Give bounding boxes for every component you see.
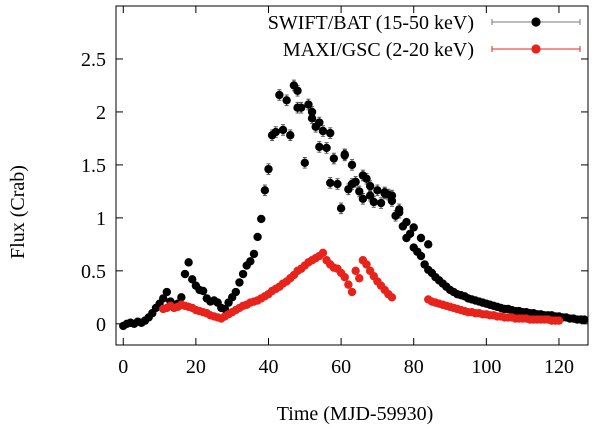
bat-point — [405, 229, 415, 238]
bat-point — [315, 118, 324, 127]
bat-point — [260, 186, 270, 195]
bat-point — [184, 258, 193, 267]
plot-frame — [115, 5, 589, 346]
bat-point — [296, 103, 306, 112]
x-tick-label: 40 — [258, 356, 278, 378]
maxi-point — [387, 293, 397, 302]
bat-point — [249, 249, 259, 259]
bat-point — [395, 205, 404, 214]
y-tick-label: 1.5 — [81, 155, 106, 177]
data-points-layer — [119, 81, 589, 331]
y-axis-label: Flux (Crab) — [7, 165, 29, 259]
maxi-point — [347, 287, 357, 297]
bat-point — [355, 187, 364, 196]
bat-point — [424, 240, 433, 249]
bat-point — [402, 217, 411, 227]
bat-point — [231, 287, 241, 297]
y-tick-label: 0.5 — [81, 261, 106, 283]
maxi-point — [340, 273, 349, 282]
maxi-point — [344, 280, 353, 289]
bat-point — [307, 107, 317, 117]
x-tick-label: 0 — [118, 356, 128, 378]
bat-point — [257, 214, 266, 224]
y-tick-label: 0 — [96, 314, 106, 336]
bat-point — [286, 131, 295, 140]
bat-point — [336, 204, 346, 213]
bat-point — [380, 188, 389, 197]
bat-point — [322, 143, 331, 153]
bat-point — [329, 154, 339, 163]
legend: SWIFT/BAT (15-50 keV) MAXI/GSC (2-20 keV) — [268, 12, 581, 61]
x-tick-label: 80 — [404, 356, 424, 378]
bat-point — [238, 269, 248, 279]
bat-point — [358, 194, 368, 204]
y-tick-label: 2.5 — [81, 49, 106, 71]
legend-label: SWIFT/BAT (15-50 keV) — [268, 12, 474, 34]
maxi-point — [554, 316, 564, 325]
bat-point — [275, 90, 284, 100]
bat-point — [409, 223, 418, 232]
bat-point — [326, 178, 335, 188]
x-tick-label: 100 — [471, 356, 501, 378]
x-tick-label: 60 — [331, 356, 351, 378]
axes-layer: 0 20 40 60 80 100 120 0 0.5 1 1.5 2 2.5 — [81, 5, 589, 378]
bat-point — [376, 198, 386, 208]
maxi-point — [351, 266, 360, 276]
bat-point — [315, 142, 324, 152]
bat-point — [293, 86, 302, 95]
bat-point — [198, 286, 208, 296]
bat-point — [159, 294, 168, 303]
bat-point — [387, 196, 397, 206]
bat-point — [369, 197, 378, 207]
y-tick-label: 2 — [96, 102, 106, 124]
legend-marker — [531, 44, 541, 54]
legend-marker — [531, 17, 541, 27]
bat-point — [180, 269, 190, 279]
x-tick-label: 120 — [544, 356, 574, 378]
maxi-point — [318, 248, 328, 258]
bat-point — [282, 96, 291, 105]
bat-point — [177, 293, 186, 302]
bat-point — [246, 257, 255, 266]
bat-point — [358, 171, 368, 180]
bat-point — [264, 164, 273, 174]
maxi-point — [355, 274, 364, 283]
y-tick-label: 1 — [96, 208, 106, 230]
bat-point — [373, 186, 382, 195]
bat-point — [188, 275, 197, 284]
bat-point — [351, 177, 360, 187]
bat-point — [365, 191, 375, 200]
bat-point — [347, 160, 357, 170]
x-axis-label: Time (MJD-59930) — [277, 403, 434, 425]
bat-point — [326, 128, 335, 138]
bat-point — [304, 100, 313, 109]
bat-point — [365, 181, 375, 191]
bat-point — [318, 126, 328, 136]
bat-point — [162, 287, 172, 297]
bat-point — [416, 233, 426, 243]
bat-point — [300, 158, 309, 167]
bat-point — [271, 127, 280, 137]
bat-point — [307, 114, 317, 123]
bat-point — [333, 179, 342, 189]
bat-point — [580, 315, 589, 324]
bat-point — [235, 278, 244, 287]
bat-point — [416, 251, 426, 261]
legend-label: MAXI/GSC (2-20 keV) — [283, 39, 474, 61]
maxi-point — [362, 260, 371, 269]
bat-point — [340, 150, 349, 159]
bat-point — [253, 232, 262, 242]
x-tick-label: 20 — [186, 356, 206, 378]
bat-point — [278, 125, 288, 135]
